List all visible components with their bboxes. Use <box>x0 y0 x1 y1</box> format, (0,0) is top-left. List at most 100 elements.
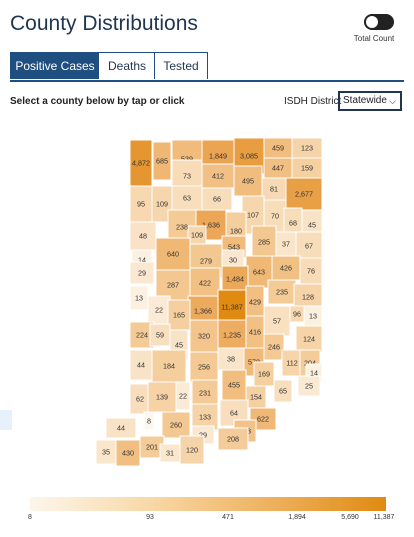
county-value-label: 81 <box>270 185 278 194</box>
county-value-label: 8 <box>147 417 151 426</box>
county-value-label: 22 <box>155 306 163 315</box>
county-value-label: 62 <box>136 395 144 404</box>
instruction-text: Select a county below by tap or click <box>10 96 185 107</box>
county-value-label: 11,387 <box>221 303 242 312</box>
county-value-label: 45 <box>175 341 183 350</box>
county-shape[interactable] <box>201 163 235 189</box>
county-shape[interactable] <box>221 265 249 293</box>
county-shape[interactable] <box>295 325 323 353</box>
tab-tested[interactable]: Tested <box>154 52 208 79</box>
county-value-label: 63 <box>183 194 191 203</box>
county-shape[interactable] <box>263 333 285 361</box>
county-value-label: 1,235 <box>223 331 241 340</box>
county-value-label: 139 <box>156 393 168 402</box>
county-value-label: 70 <box>271 212 279 221</box>
chevron-down-icon: ⌵ <box>389 96 396 106</box>
county-value-label: 201 <box>146 443 158 452</box>
county-value-label: 416 <box>249 328 261 337</box>
county-shape[interactable] <box>115 439 141 467</box>
county-shape[interactable] <box>285 177 323 211</box>
county-value-label: 109 <box>191 231 203 240</box>
county-value-label: 133 <box>199 413 211 422</box>
county-value-label: 180 <box>230 227 242 236</box>
county-value-label: 260 <box>170 421 182 430</box>
county-value-label: 44 <box>137 361 145 370</box>
county-value-label: 246 <box>268 343 280 352</box>
county-value-label: 120 <box>186 446 198 455</box>
county-value-label: 25 <box>305 382 313 391</box>
county-value-label: 14 <box>138 256 146 265</box>
county-value-label: 685 <box>156 157 168 166</box>
county-value-label: 154 <box>250 393 262 402</box>
county-value-label: 73 <box>183 172 191 181</box>
county-shape[interactable] <box>175 381 191 411</box>
county-value-label: 35 <box>102 448 110 457</box>
county-value-label: 64 <box>230 409 238 418</box>
county-value-label: 320 <box>198 332 210 341</box>
county-value-label: 447 <box>272 164 284 173</box>
county-shape[interactable] <box>297 375 321 397</box>
legend-tick: 93 <box>146 514 154 521</box>
county-value-label: 67 <box>305 242 313 251</box>
county-shape[interactable] <box>143 411 155 431</box>
county-shape[interactable] <box>189 319 219 353</box>
county-shape[interactable] <box>179 435 205 465</box>
county-shape[interactable] <box>151 349 187 383</box>
page-title: County Distributions <box>10 12 198 35</box>
county-value-label: 29 <box>138 269 146 278</box>
county-value-label: 235 <box>276 288 288 297</box>
county-value-label: 112 <box>286 359 297 368</box>
county-value-label: 76 <box>307 267 315 276</box>
county-shape[interactable] <box>217 427 249 451</box>
total-count-toggle[interactable] <box>364 14 394 30</box>
county-value-label: 48 <box>139 232 147 241</box>
total-count-toggle-wrap: Total Count <box>354 14 404 43</box>
county-value-label: 44 <box>117 424 125 433</box>
side-panel-edge <box>0 410 12 430</box>
county-value-label: 430 <box>122 449 134 458</box>
county-shape[interactable] <box>221 369 247 401</box>
county-value-label: 204 <box>304 359 316 368</box>
county-value-label: 30 <box>229 256 237 265</box>
county-value-label: 165 <box>173 311 185 320</box>
county-value-label: 459 <box>272 144 284 153</box>
legend-tick: 11,387 <box>373 514 395 521</box>
county-value-label: 37 <box>282 240 290 249</box>
legend-tick: 8 <box>28 514 32 521</box>
county-shape[interactable] <box>155 269 191 301</box>
county-value-label: 169 <box>258 370 270 379</box>
county-value-label: 279 <box>200 257 212 266</box>
tab-bar: Positive Cases Deaths Tested <box>10 52 404 82</box>
county-value-label: 455 <box>228 381 240 390</box>
county-shape[interactable] <box>161 411 191 439</box>
county-value-label: 124 <box>303 335 315 344</box>
county-shape[interactable] <box>189 267 221 299</box>
county-shape[interactable] <box>295 231 323 261</box>
tab-positive-cases[interactable]: Positive Cases <box>10 52 100 79</box>
county-shape[interactable] <box>273 379 293 403</box>
district-select[interactable]: Statewide ⌵ <box>338 91 402 111</box>
county-value-label: 95 <box>137 200 145 209</box>
toggle-knob <box>366 16 378 28</box>
county-value-label: 1,366 <box>194 307 212 316</box>
legend-tick: 1,894 <box>288 514 306 521</box>
county-value-label: 13 <box>309 312 317 321</box>
tab-deaths[interactable]: Deaths <box>98 52 156 79</box>
district-label: ISDH District <box>284 96 342 107</box>
county-value-label: 159 <box>301 164 313 173</box>
county-value-label: 29 <box>199 431 207 440</box>
county-value-label: 495 <box>242 177 254 186</box>
county-shape[interactable] <box>152 141 172 181</box>
county-value-label: 3,085 <box>240 152 258 161</box>
county-value-label: 96 <box>293 310 301 319</box>
county-value-label: 543 <box>228 243 240 252</box>
county-shape[interactable] <box>129 261 155 285</box>
county-value-label: 22 <box>179 392 187 401</box>
county-shape[interactable] <box>105 417 137 439</box>
county-shape[interactable] <box>271 255 301 281</box>
county-shape[interactable] <box>217 289 247 325</box>
county-shape[interactable] <box>191 379 219 407</box>
county-value-label: 2,677 <box>295 190 313 199</box>
county-value-label: 622 <box>257 415 269 424</box>
